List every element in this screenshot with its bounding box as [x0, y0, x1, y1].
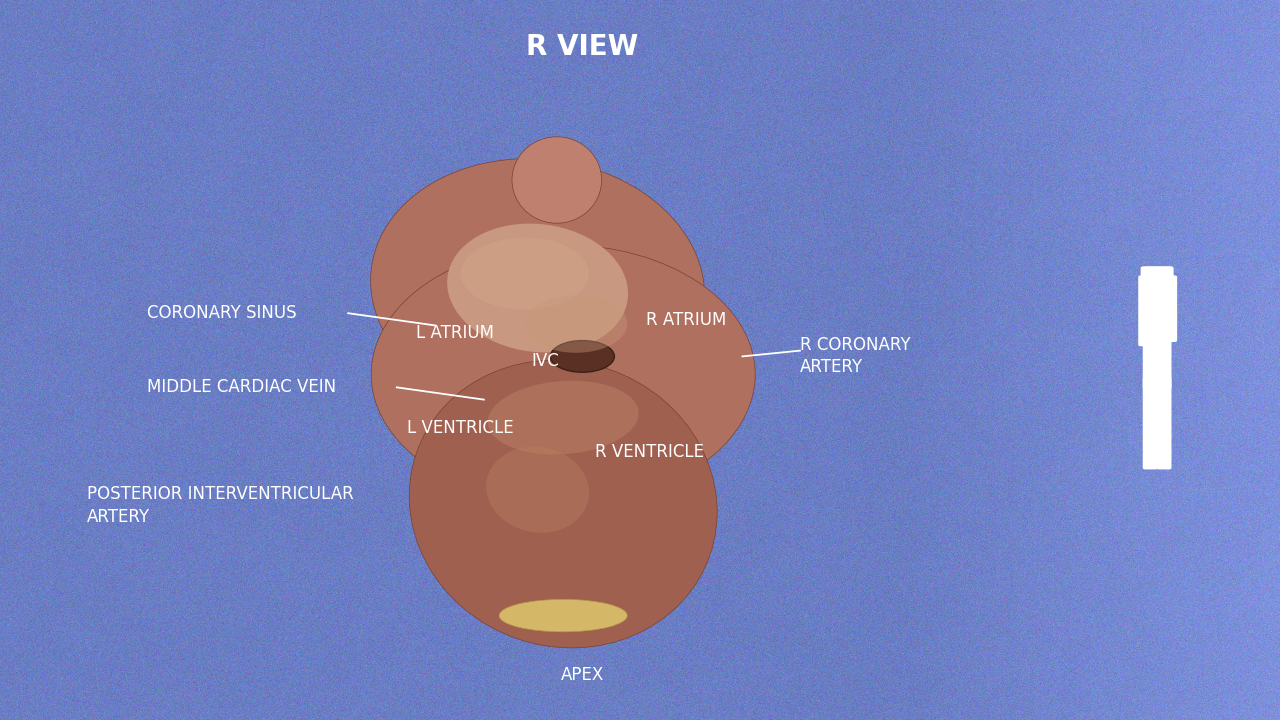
FancyBboxPatch shape	[1140, 266, 1174, 330]
Ellipse shape	[550, 341, 614, 372]
Text: POSTERIOR INTERVENTRICULAR
ARTERY: POSTERIOR INTERVENTRICULAR ARTERY	[87, 485, 353, 526]
Ellipse shape	[488, 381, 639, 454]
Text: R ATRIUM: R ATRIUM	[646, 311, 727, 329]
Ellipse shape	[512, 137, 602, 223]
Ellipse shape	[410, 360, 717, 648]
Text: R CORONARY
ARTERY: R CORONARY ARTERY	[800, 336, 910, 377]
Ellipse shape	[371, 158, 704, 418]
Text: IVC: IVC	[531, 352, 559, 370]
FancyBboxPatch shape	[1157, 377, 1171, 469]
Text: L ATRIUM: L ATRIUM	[416, 324, 494, 341]
Ellipse shape	[461, 238, 589, 310]
FancyBboxPatch shape	[1143, 322, 1171, 389]
FancyBboxPatch shape	[1138, 276, 1149, 346]
Text: R VENTRICLE: R VENTRICLE	[595, 444, 704, 462]
Ellipse shape	[1144, 276, 1156, 286]
FancyBboxPatch shape	[1143, 377, 1157, 469]
Ellipse shape	[447, 224, 628, 352]
Text: L VENTRICLE: L VENTRICLE	[407, 419, 513, 437]
Ellipse shape	[486, 446, 589, 533]
Text: APEX: APEX	[561, 667, 604, 684]
Text: R VIEW: R VIEW	[526, 33, 639, 60]
Ellipse shape	[499, 599, 627, 632]
Text: CORONARY SINUS: CORONARY SINUS	[147, 304, 297, 323]
Ellipse shape	[371, 245, 755, 504]
Text: MIDDLE CARDIAC VEIN: MIDDLE CARDIAC VEIN	[147, 378, 337, 396]
Ellipse shape	[525, 295, 627, 353]
FancyBboxPatch shape	[1166, 276, 1178, 342]
